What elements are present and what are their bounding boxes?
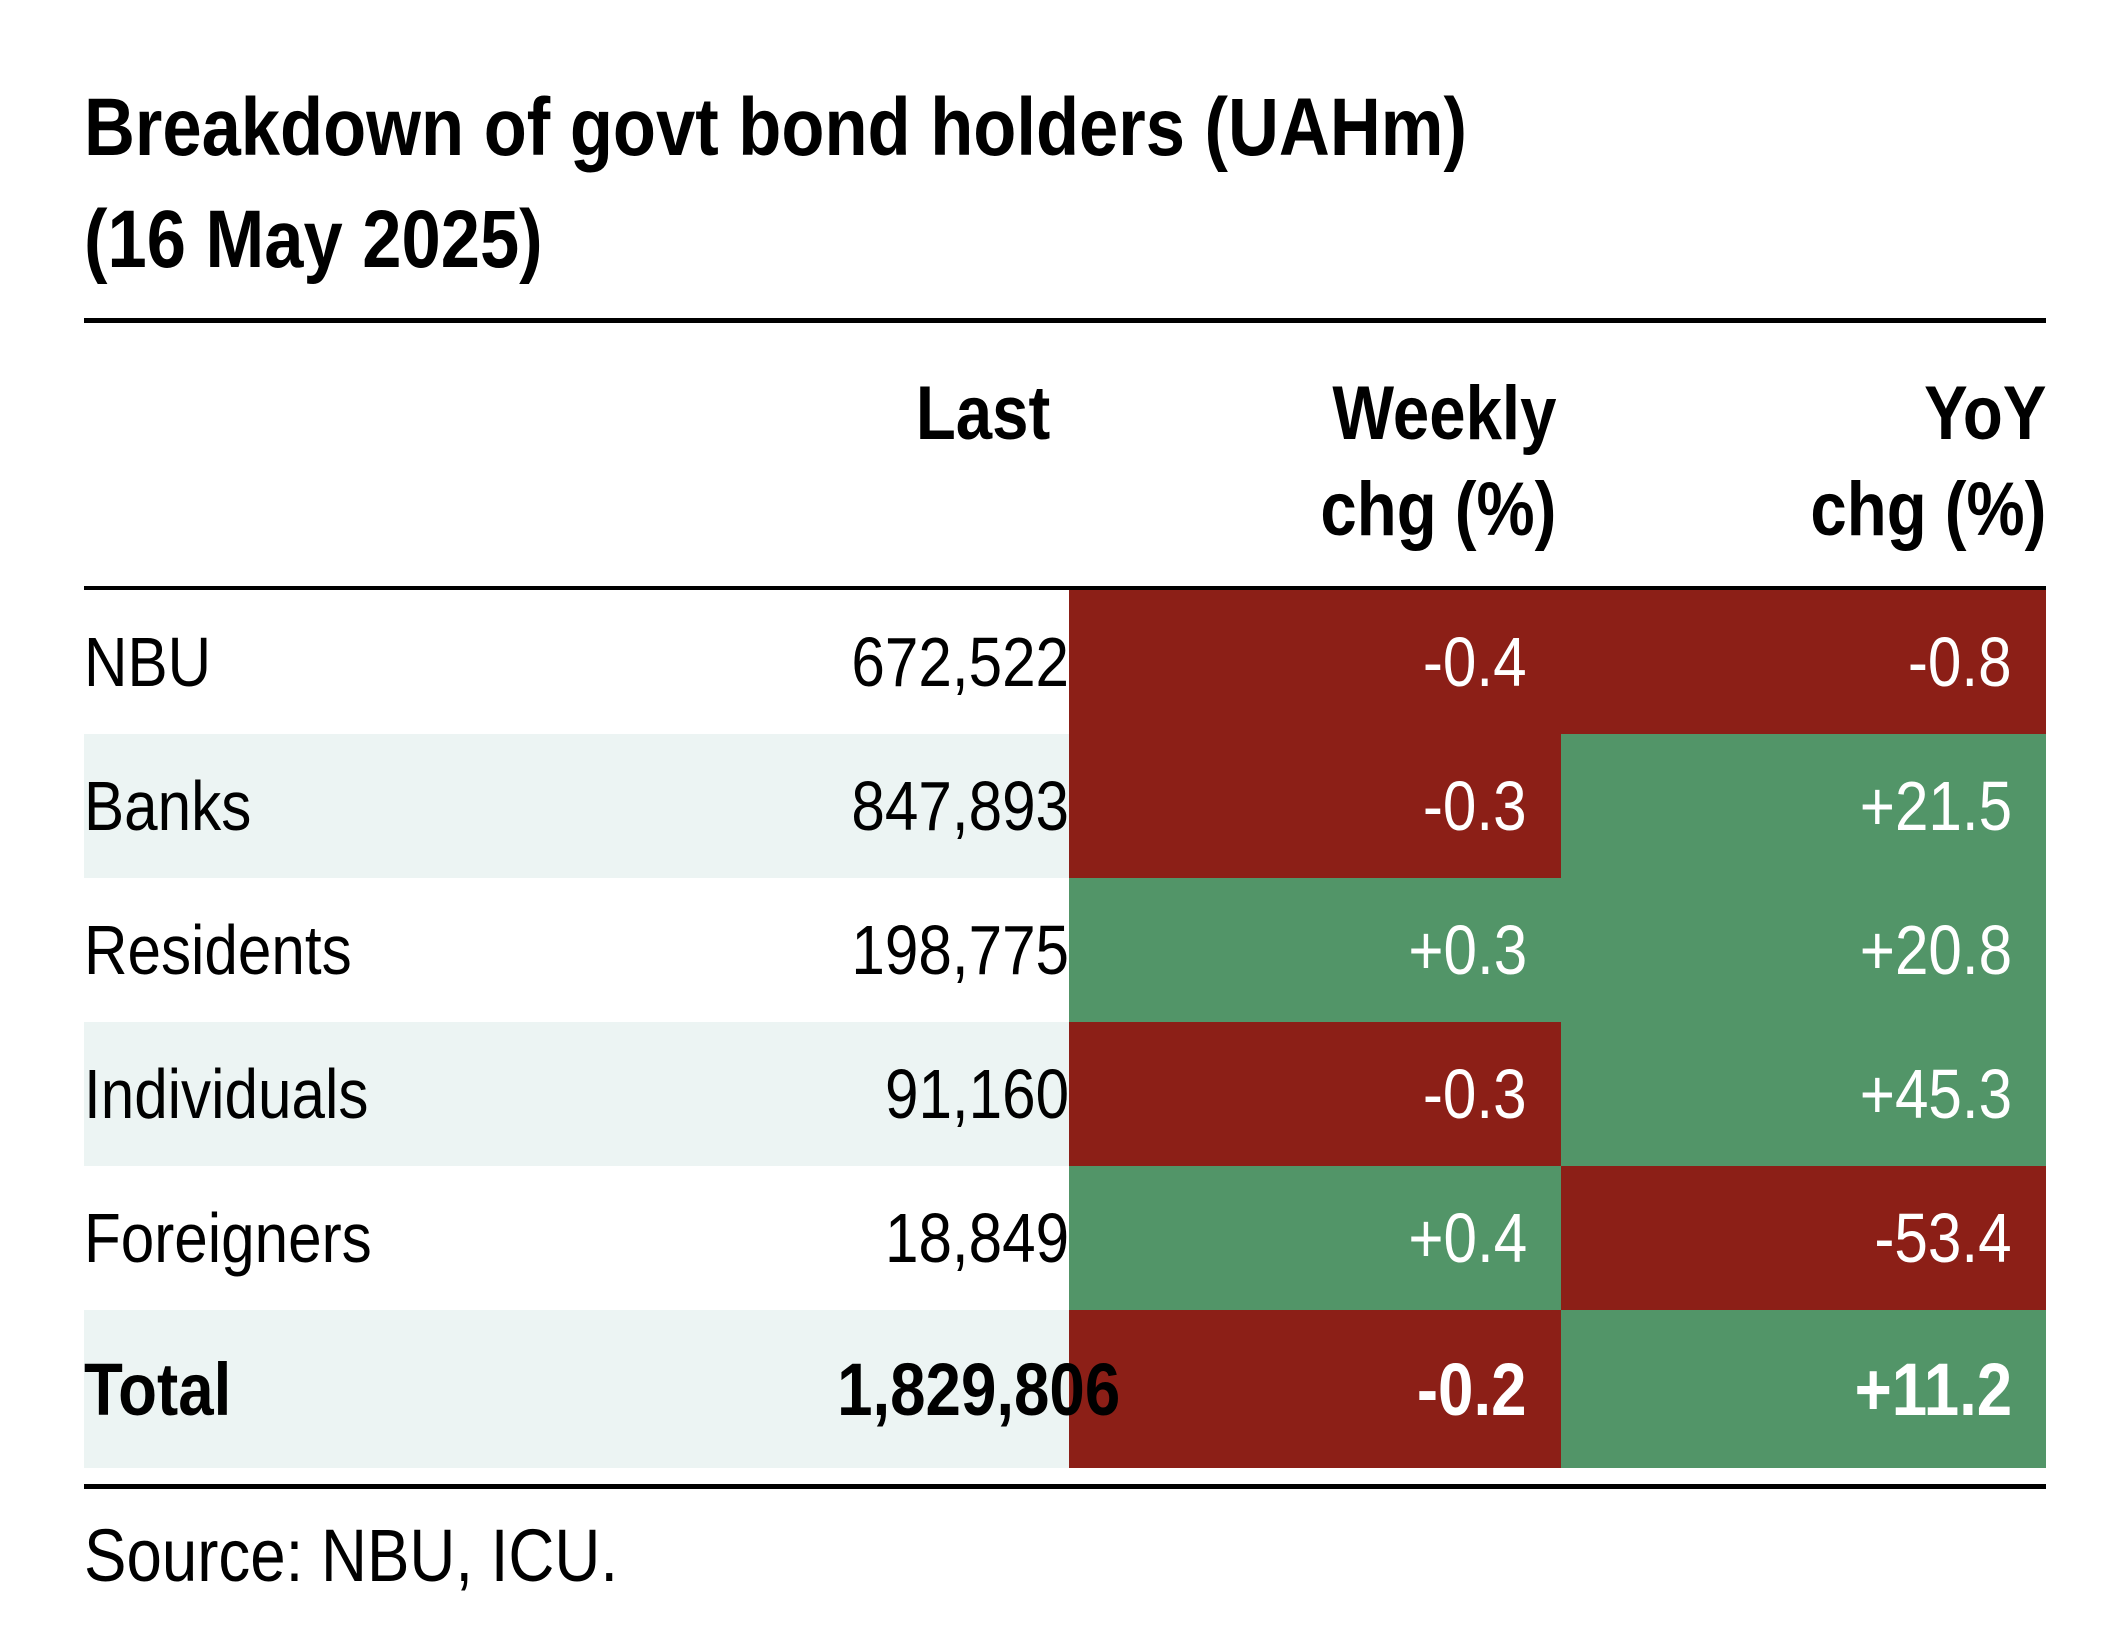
holders-table: NBU 672,522 -0.4 -0.8 Banks 847,893 -0.3… [84, 590, 2046, 1468]
table-row: Banks 847,893 -0.3 +21.5 [84, 734, 2046, 878]
row-yoy-change: +11.2 [1561, 1310, 2046, 1468]
header-last: Last [916, 366, 1050, 462]
header-last-label: Last [915, 371, 1050, 456]
row-label: NBU [84, 590, 791, 734]
header-yoy-line-2: chg (%) [1809, 467, 2046, 552]
row-last-value: 198,775 [791, 878, 1069, 1022]
row-yoy-change: +21.5 [1561, 734, 2046, 878]
row-weekly-change: -0.2 [1069, 1310, 1561, 1468]
title-line-2: (16 May 2025) [84, 194, 543, 285]
row-weekly-change: -0.3 [1069, 1022, 1561, 1166]
table-row: Individuals 91,160 -0.3 +45.3 [84, 1022, 2046, 1166]
bottom-rule [84, 1484, 2046, 1489]
header-yoy-line-1: YoY [1923, 371, 2046, 456]
row-last-value: 91,160 [791, 1022, 1069, 1166]
title-line-1: Breakdown of govt bond holders (UAHm) [84, 82, 1467, 173]
header-weekly: Weekly chg (%) [1320, 366, 1556, 558]
row-weekly-change: +0.3 [1069, 878, 1561, 1022]
row-yoy-change: +20.8 [1561, 878, 2046, 1022]
top-rule [84, 318, 2046, 323]
row-weekly-change: -0.3 [1069, 734, 1561, 878]
row-weekly-change: +0.4 [1069, 1166, 1561, 1310]
table-row: NBU 672,522 -0.4 -0.8 [84, 590, 2046, 734]
chart-title: Breakdown of govt bond holders (UAHm) (1… [84, 72, 1787, 296]
table-body: NBU 672,522 -0.4 -0.8 Banks 847,893 -0.3… [84, 590, 2046, 1468]
row-yoy-change: +45.3 [1561, 1022, 2046, 1166]
table-row: Residents 198,775 +0.3 +20.8 [84, 878, 2046, 1022]
total-row: Total 1,829,806 -0.2 +11.2 [84, 1310, 2046, 1468]
row-label: Individuals [84, 1022, 791, 1166]
header-weekly-line-2: chg (%) [1319, 467, 1556, 552]
header-weekly-line-1: Weekly [1331, 371, 1556, 456]
row-label: Foreigners [84, 1166, 791, 1310]
row-label: Residents [84, 878, 791, 1022]
row-label: Banks [84, 734, 791, 878]
row-last-value: 18,849 [791, 1166, 1069, 1310]
row-label: Total [84, 1310, 791, 1468]
row-last-value: 672,522 [791, 590, 1069, 734]
row-last-value: 847,893 [791, 734, 1069, 878]
row-weekly-change: -0.4 [1069, 590, 1561, 734]
row-yoy-change: -0.8 [1561, 590, 2046, 734]
table-row: Foreigners 18,849 +0.4 -53.4 [84, 1166, 2046, 1310]
row-last-value: 1,829,806 [791, 1310, 1120, 1468]
header-rule [84, 586, 2046, 591]
row-yoy-change: -53.4 [1561, 1166, 2046, 1310]
source-note: Source: NBU, ICU. [84, 1514, 619, 1597]
header-yoy: YoY chg (%) [1810, 366, 2046, 558]
